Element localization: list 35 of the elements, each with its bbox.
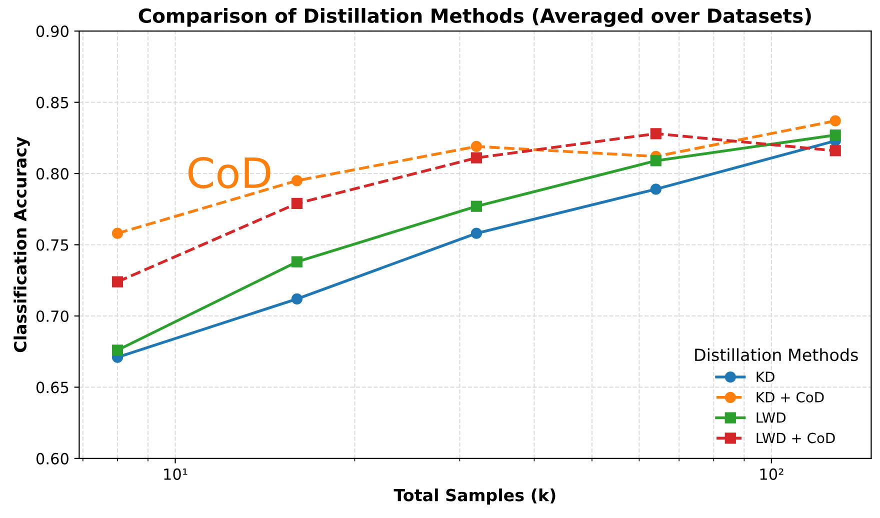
legend-label: KD + CoD [756,392,824,402]
x-tick-label: 10¹ [164,468,188,480]
point [470,152,482,164]
legend-label: LWD + CoD [756,432,835,444]
y-tick-label: 0.65 [36,382,68,394]
point [650,128,662,140]
x-tick-label: 10² [760,468,784,480]
chart-title: Comparison of Distillation Methods (Averaged over Datasets) [138,8,811,27]
y-axis-title: Classification Accuracy [14,136,30,352]
legend-title: Distillation Methods [695,348,858,362]
x-axis-title: Total Samples (k) [394,488,556,505]
legend-label: KD [756,372,774,382]
point [112,228,124,239]
annotation: CoD [188,156,270,188]
y-tick-label: 0.70 [36,310,68,322]
point [291,256,303,268]
point [650,155,662,166]
y-tick-label: 0.90 [36,26,68,38]
point [830,145,841,156]
legend-label: LWD [756,412,786,423]
y-tick-label: 0.80 [36,168,68,180]
point [650,184,662,195]
point [112,344,124,356]
point [291,175,303,186]
point [291,198,303,209]
point [470,200,482,212]
point [291,293,303,304]
point [830,115,841,126]
y-tick-label: 0.75 [36,239,68,251]
point [470,228,482,239]
y-tick-label: 0.85 [36,96,68,108]
y-tick-label: 0.60 [36,452,68,464]
point [470,140,482,152]
point [830,130,841,141]
point [112,276,124,288]
